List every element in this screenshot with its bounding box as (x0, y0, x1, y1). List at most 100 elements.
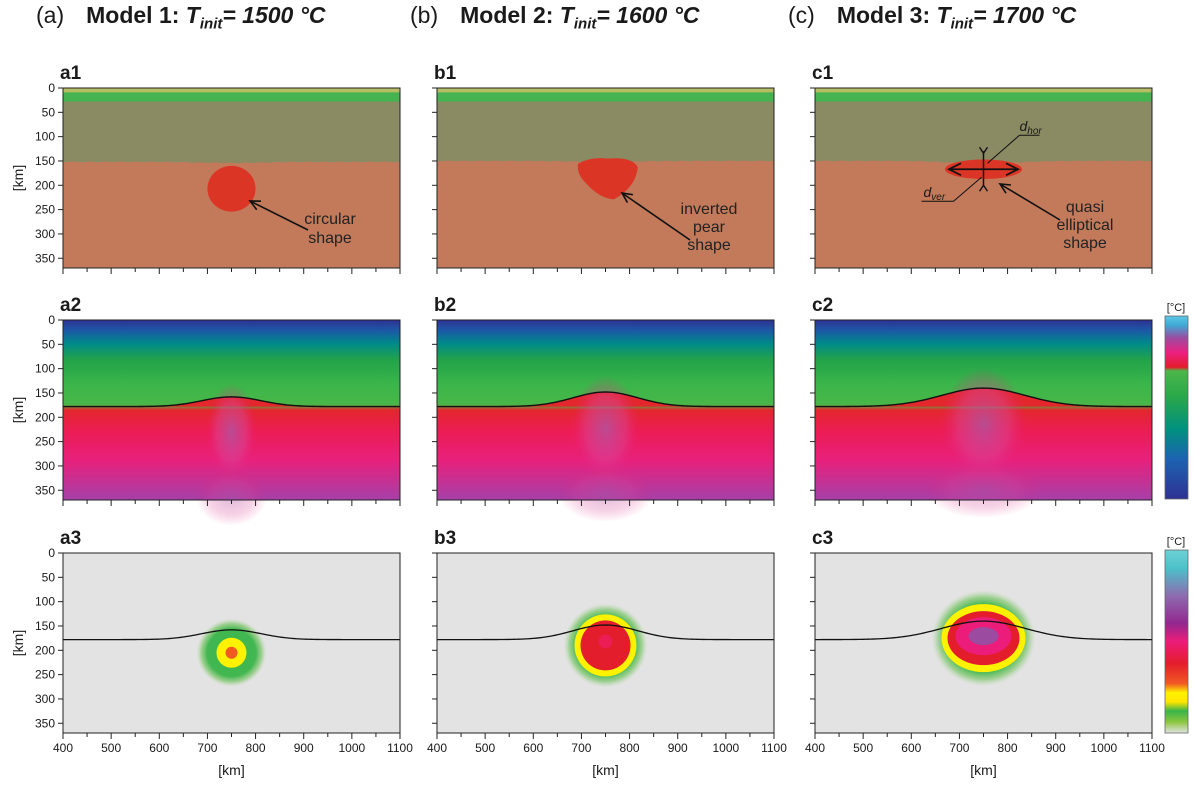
anomaly-field-a3 (63, 553, 400, 733)
y-tick-label: 0 (48, 81, 55, 95)
panel-label: b1 (434, 63, 457, 84)
annotation-text-c1: elliptical (1057, 217, 1114, 234)
x-tick-label: 500 (475, 741, 495, 755)
panel-label: b3 (434, 528, 456, 549)
x-tick-label: 800 (998, 741, 1018, 755)
y-tick-label: 100 (35, 362, 55, 376)
anomaly-core (598, 634, 613, 649)
lithosphere-boundary-line (63, 629, 400, 641)
plume-head (577, 158, 638, 200)
anomaly-colorbar: [°C] (1164, 536, 1189, 734)
x-tick-label: 400 (805, 741, 825, 755)
t-subscript: init (950, 15, 974, 33)
x-axis-label: [km] (970, 762, 996, 778)
x-tick-label: 1000 (713, 741, 740, 755)
upper-crust-layer (815, 88, 1152, 93)
plume-head (207, 165, 256, 212)
y-tick-label: 100 (35, 595, 55, 609)
panel-label: c3 (812, 528, 833, 549)
anomaly-field-c3 (815, 553, 1152, 733)
y-tick-label: 50 (42, 105, 56, 119)
panel-label: c1 (812, 63, 834, 84)
anomaly-core (225, 646, 238, 659)
x-axis-label: [km] (218, 762, 244, 778)
t-subscript: init (199, 15, 223, 33)
plume-conduit (924, 461, 1043, 518)
upper-crust-layer (63, 88, 400, 93)
panel-label: b2 (434, 295, 456, 316)
y-tick-label: 0 (48, 546, 55, 560)
d-hor-arrow-left (946, 162, 962, 177)
annotation-text-a1: shape (308, 230, 352, 247)
model-name: Model 2: (460, 2, 554, 28)
y-tick-label: 250 (35, 668, 55, 682)
y-tick-label: 350 (35, 716, 55, 730)
panel-label: c2 (812, 295, 833, 316)
y-tick-label: 250 (35, 203, 55, 217)
temperature-field-b2 (437, 320, 774, 522)
axes-c1: c1 (810, 63, 1153, 274)
t-value: = 1700 °C (973, 2, 1077, 28)
model-name: Model 1: (86, 2, 180, 28)
temperature-field-a2 (63, 320, 400, 526)
y-tick-label: 200 (35, 643, 55, 657)
axes-a1: 0 50 100 150 200 250 300 350 [km] a1 (10, 63, 401, 274)
d-hor-subscript: hor (1027, 126, 1042, 137)
x-tick-label: 400 (427, 741, 447, 755)
column-title-c: (c) Model 3: Tinit= 1700 °C (788, 2, 1076, 33)
axes-b2: b2 (432, 295, 775, 506)
y-tick-label: 300 (35, 692, 55, 706)
t-symbol: T (559, 2, 574, 28)
annotation-arrow-a1-head (248, 200, 262, 211)
y-axis-label: [km] (10, 630, 26, 656)
annotation-arrow-c1-head (998, 183, 1012, 194)
x-tick-label: 600 (523, 741, 543, 755)
plume-core (206, 383, 257, 480)
temperature-colorbar: [°C] (1164, 302, 1189, 500)
colorbar-unit: [°C] (1167, 302, 1185, 314)
axes-a3: 0 50 100 150 200 250 300 350 400 500 600 700 800 900 1… (10, 528, 413, 778)
colorbar-gradient (1164, 549, 1189, 734)
x-tick-label: 900 (668, 741, 688, 755)
d-ver-subscript: ver (931, 192, 946, 203)
x-tick-label: 900 (294, 741, 314, 755)
lithosphere-boundary-line (63, 396, 400, 408)
d-hor-leader (987, 134, 1040, 164)
d-ver-leader (921, 176, 982, 202)
axes-a2: 0 50 100 150 200 250 300 350 [km] a2 (10, 295, 401, 506)
temperature-field-c2 (815, 320, 1152, 518)
t-value: = 1600 °C (596, 2, 700, 28)
t-subscript: init (573, 15, 597, 33)
lithosphere-boundary-line (437, 391, 774, 408)
x-tick-label: 600 (901, 741, 921, 755)
composition-field-a1 (63, 88, 400, 268)
x-tick-label: 1100 (1139, 741, 1165, 755)
anomaly-core (968, 627, 999, 646)
y-tick-label: 150 (35, 154, 55, 168)
composition-field-c1 (815, 88, 1152, 268)
y-tick-label: 0 (48, 313, 55, 327)
annotation-arrow-a1 (249, 200, 309, 231)
column-title-b: (b) Model 2: Tinit= 1600 °C (410, 2, 700, 33)
t-symbol: T (936, 2, 951, 28)
d-ver-tick-bottom (978, 183, 989, 192)
upper-crust-layer (437, 88, 774, 93)
annotation-text-b1: shape (687, 237, 731, 254)
y-tick-label: 50 (42, 570, 56, 584)
x-tick-label: 700 (571, 741, 591, 755)
lithosphere-boundary-line (815, 620, 1152, 641)
y-tick-label: 50 (42, 337, 56, 351)
t-value: = 1500 °C (222, 2, 326, 28)
y-tick-label: 300 (35, 459, 55, 473)
x-tick-label: 800 (246, 741, 266, 755)
model-name: Model 3: (836, 2, 931, 28)
lithosphere-boundary-line (437, 624, 774, 641)
anomaly-field-b3 (437, 553, 774, 733)
lithosphere-layer (815, 88, 1152, 165)
y-tick-label: 150 (35, 386, 55, 400)
y-tick-label: 200 (35, 178, 55, 192)
axes-b3: 400 500 600 700 800 900 1000 1100 [km] b3 (427, 528, 787, 778)
y-tick-label: 100 (35, 130, 55, 144)
axes-b1: b1 (432, 63, 775, 274)
x-tick-label: 700 (949, 741, 969, 755)
